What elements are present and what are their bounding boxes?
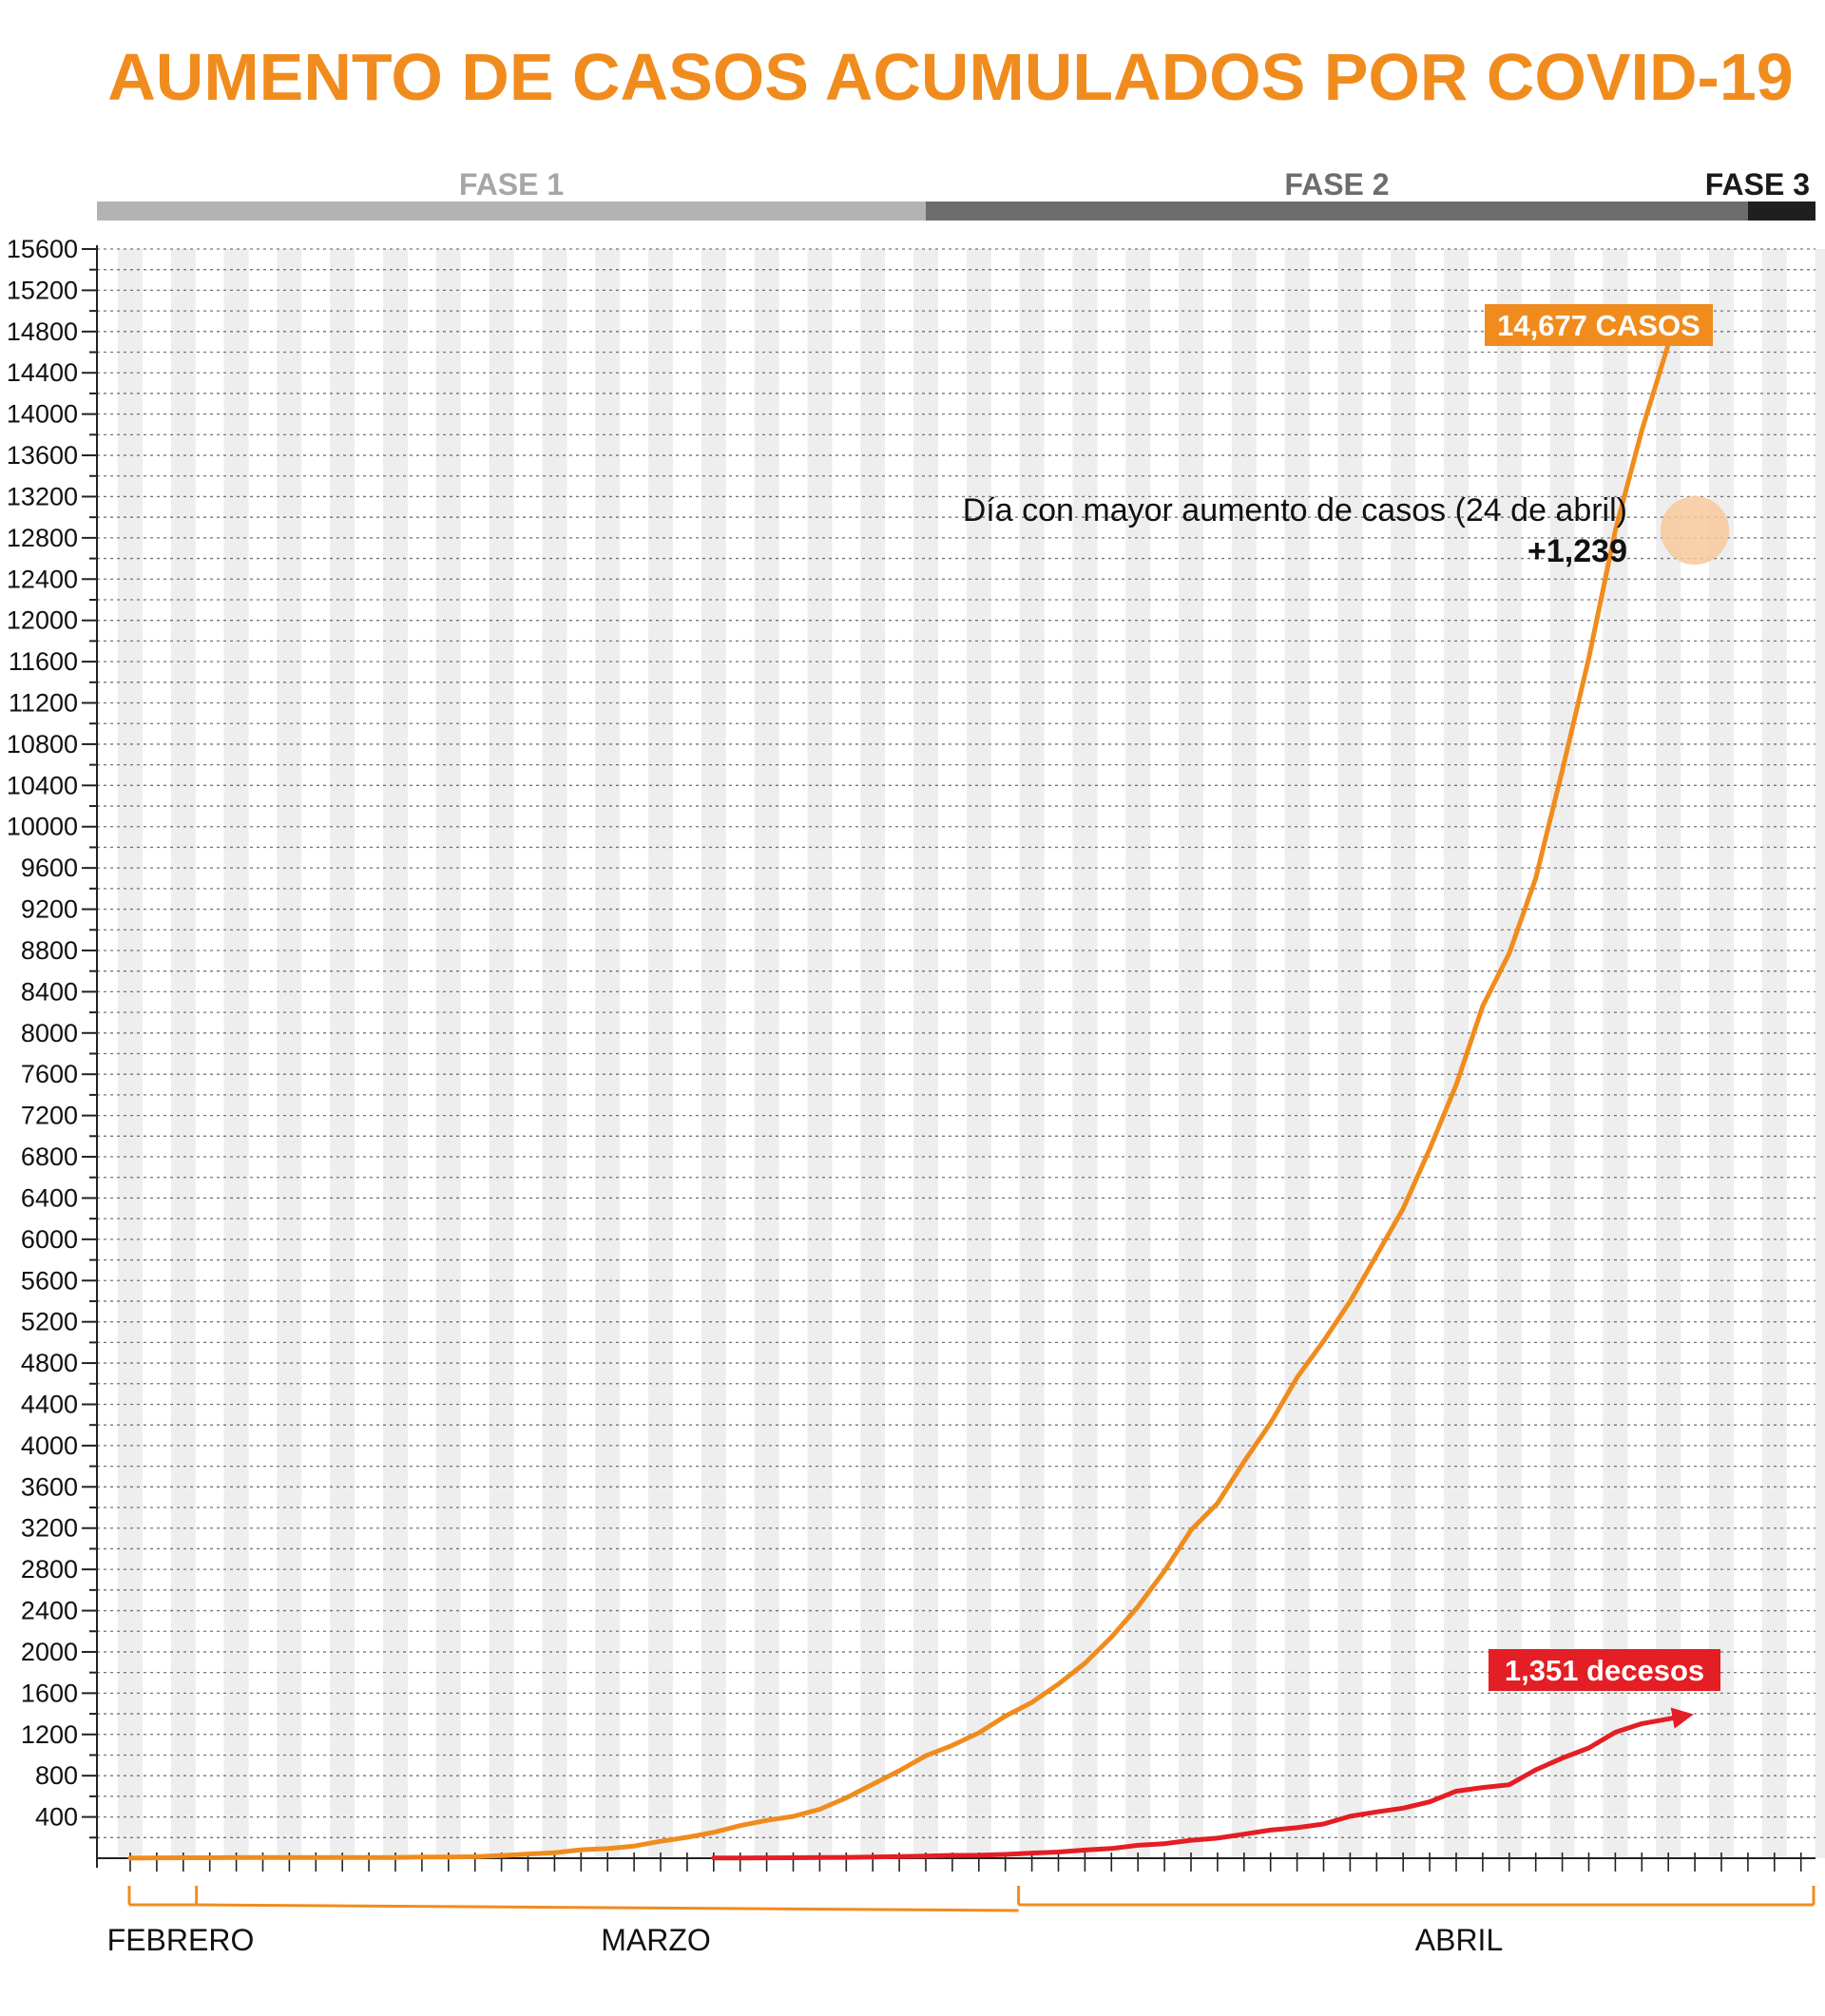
month-brackets: FEBRERO MARZO ABRIL <box>107 1886 1815 1957</box>
annotation-text: Día con mayor aumento de casos (24 de ab… <box>963 492 1627 528</box>
chart-title: AUMENTO DE CASOS ACUMULADOS POR COVID-19 <box>107 40 1793 114</box>
y-tick-label: 9600 <box>21 854 78 882</box>
y-tick-label: 14800 <box>7 317 78 346</box>
end-callouts: 14,677 CASOS 1,351 decesos <box>1485 304 1720 1691</box>
series-line <box>127 319 1681 1861</box>
phase-bar-segment <box>926 202 1748 221</box>
day-stripe <box>595 249 621 1858</box>
phase-label: FASE 1 <box>459 167 564 202</box>
y-tick-label: 8800 <box>21 936 78 965</box>
y-tick-label: 12800 <box>7 524 78 552</box>
y-tick-label: 7200 <box>21 1102 78 1130</box>
y-tick-label: 13200 <box>7 482 78 510</box>
y-tick-label: 1200 <box>21 1720 78 1749</box>
y-tick-label: 6400 <box>21 1183 78 1212</box>
y-tick-label: 14400 <box>7 358 78 387</box>
y-tick-label: 12000 <box>7 606 78 635</box>
month-label: MARZO <box>601 1923 711 1957</box>
y-axis: 400 800 1200 1600 2000 2400 2800 3200 3600 4000 44… <box>7 235 98 1868</box>
y-tick-label: 15200 <box>7 276 78 304</box>
y-tick-label: 2400 <box>21 1597 78 1625</box>
y-tick-label: 800 <box>35 1761 78 1790</box>
y-tick-label: 7600 <box>21 1060 78 1088</box>
y-tick-label: 3200 <box>21 1514 78 1543</box>
month-label: FEBRERO <box>107 1923 255 1957</box>
y-tick-label: 10400 <box>7 771 78 799</box>
y-tick-label: 4800 <box>21 1349 78 1377</box>
month-bracket <box>196 1903 1019 1912</box>
y-tick-label: 2800 <box>21 1555 78 1584</box>
y-tick-label: 13600 <box>7 441 78 470</box>
annotation-value: +1,239 <box>1527 533 1627 569</box>
y-tick-label: 9200 <box>21 895 78 924</box>
y-tick-label: 8400 <box>21 977 78 1006</box>
y-tick-label: 6800 <box>21 1142 78 1171</box>
y-tick-label: 6000 <box>21 1225 78 1254</box>
y-tick-label: 12400 <box>7 565 78 593</box>
callout-label: 14,677 CASOS <box>1497 309 1700 342</box>
month-label: ABRIL <box>1415 1923 1503 1957</box>
series-line <box>711 1707 1694 1861</box>
callout-box <box>1489 1649 1720 1691</box>
y-tick-label: 4000 <box>21 1431 78 1460</box>
y-tick-label: 14000 <box>7 400 78 429</box>
callout-box <box>1485 304 1713 346</box>
y-tick-label: 8000 <box>21 1019 78 1047</box>
y-tick-label: 1600 <box>21 1679 78 1707</box>
y-tick-label: 11200 <box>9 689 78 718</box>
series-lines <box>127 319 1694 1861</box>
callout-label: 1,351 decesos <box>1505 1654 1704 1687</box>
day-stripe <box>1815 249 1825 1858</box>
annotation: Día con mayor aumento de casos (24 de ab… <box>963 492 1730 569</box>
phase-bar-segment <box>97 202 926 221</box>
y-tick-label: 3600 <box>21 1472 78 1501</box>
y-tick-label: 10800 <box>7 730 78 758</box>
phase-bar-segment <box>1747 202 1815 221</box>
phase-bar: FASE 1 FASE 2 FASE 3 <box>97 167 1815 221</box>
y-tick-label: 5200 <box>21 1308 78 1336</box>
y-tick-label: 10000 <box>7 813 78 841</box>
y-tick-label: 4400 <box>21 1390 78 1418</box>
y-tick-label: 15600 <box>7 235 78 263</box>
y-tick-label: 11600 <box>9 647 78 676</box>
phase-label: FASE 3 <box>1705 167 1810 202</box>
highlight-circle <box>1661 496 1730 566</box>
day-stripe <box>648 249 673 1858</box>
y-tick-label: 2000 <box>21 1638 78 1666</box>
phase-label: FASE 2 <box>1284 167 1389 202</box>
y-tick-label: 5600 <box>21 1266 78 1295</box>
gridlines <box>97 248 1815 1838</box>
y-tick-label: 400 <box>35 1803 78 1832</box>
day-stripe <box>701 249 726 1858</box>
